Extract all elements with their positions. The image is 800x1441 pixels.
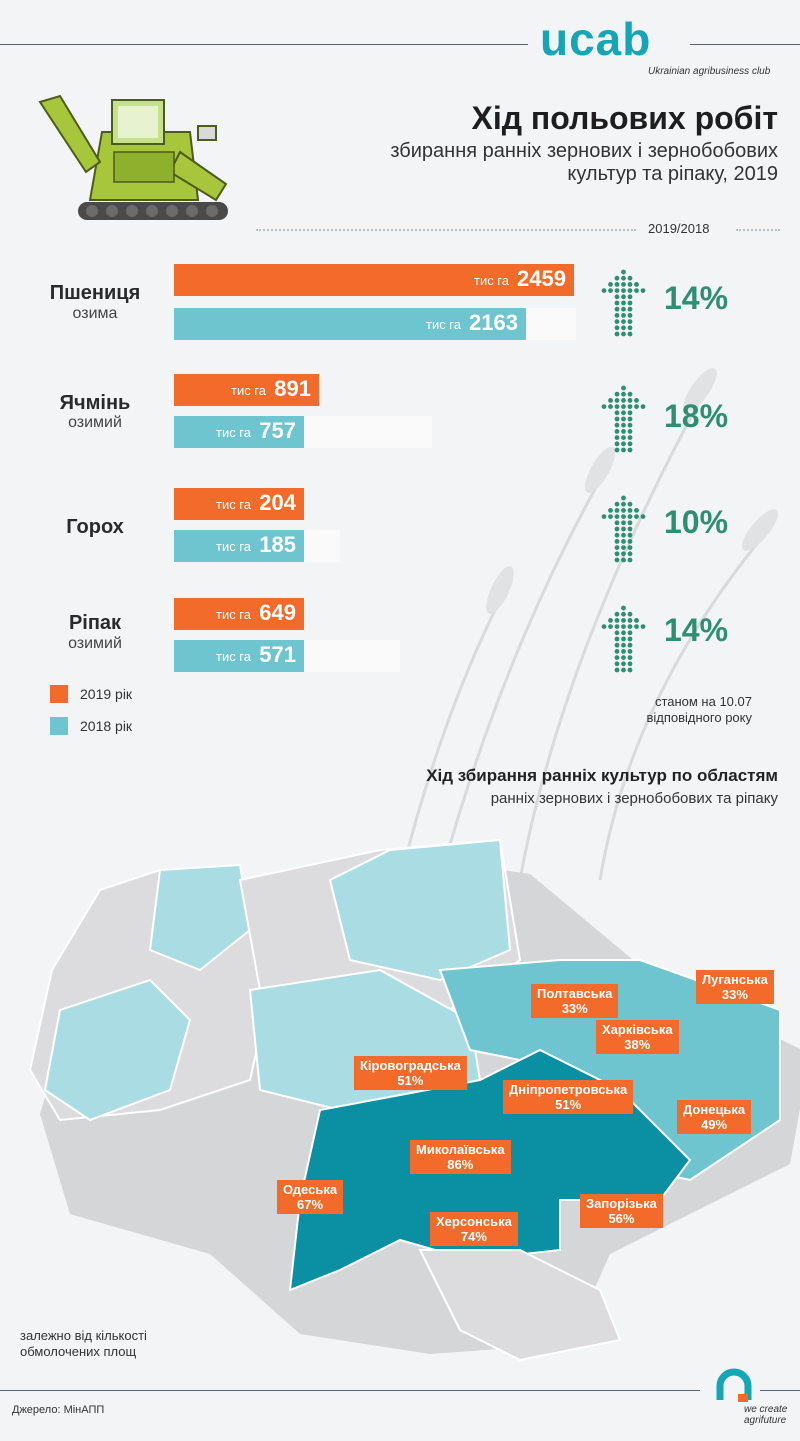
page-subtitle: збирання ранніх зернових і зернобобових … <box>390 140 778 185</box>
crop-sub-wheat: озима <box>72 305 118 322</box>
region-badge-kharkiv: Харківська 38% <box>596 1020 679 1054</box>
bar-unit: тис га <box>473 273 509 288</box>
comparison-label: 2019/2018 <box>648 221 710 236</box>
bar-unit: тис га <box>215 497 251 512</box>
bar-value: 571 <box>259 642 296 667</box>
header-rule-right <box>690 44 800 45</box>
bar-2018-wheat: тис га 2163 <box>174 308 526 340</box>
bar-value: 757 <box>259 418 296 443</box>
bar-2019-rapeseed: тис га 649 <box>174 598 304 630</box>
map-legend-note: залежно від кількості обмолочених площ <box>20 1328 147 1359</box>
crop-sub-barley: озимий <box>68 414 122 431</box>
region-west-light <box>43 978 192 1122</box>
change-pct-peas: 10% <box>664 504 729 540</box>
up-arrow-icon-wheat <box>601 269 646 337</box>
region-badge-poltava: Полтавська 33% <box>531 984 619 1018</box>
bar-unit: тис га <box>215 607 251 622</box>
bar-unit: тис га <box>215 539 251 554</box>
legend-swatch-2019 <box>50 685 68 703</box>
region-north-west <box>148 863 252 972</box>
legend-swatch-2018 <box>50 717 68 735</box>
map-title: Хід збирання ранніх культур по областям <box>426 766 778 785</box>
change-pct-wheat: 14% <box>664 280 729 316</box>
map-subtitle: ранніх зернових і зернобобових та ріпаку <box>490 790 778 807</box>
source-note: Джерело: МінАПП <box>12 1404 105 1416</box>
footer-rule-left <box>0 1390 700 1391</box>
header-dotted-rule-right <box>736 229 780 231</box>
region-badge-kherson: Херсонська 74% <box>430 1212 518 1246</box>
bar-2018-barley: тис га 757 <box>174 416 304 448</box>
bar-value: 204 <box>259 490 296 515</box>
footer-rule-right <box>760 1390 800 1391</box>
region-badge-odesa: Одеська 67% <box>277 1180 344 1214</box>
bar-unit: тис га <box>230 383 266 398</box>
brand-slogan: we create agrifuture <box>744 1404 788 1426</box>
bar-value: 2459 <box>517 266 566 291</box>
crop-name-wheat: Пшениця <box>49 282 141 304</box>
header-dotted-rule <box>256 229 636 231</box>
up-arrow-icon-peas <box>601 495 646 563</box>
brand-mark-icon <box>716 1368 752 1402</box>
bar-unit: тис га <box>425 317 461 332</box>
bar-value: 2163 <box>469 310 518 335</box>
header-rule-left <box>0 44 528 45</box>
bar-value: 649 <box>259 600 296 625</box>
legend-label-2018: 2018 рік <box>80 718 133 734</box>
region-crimea <box>418 1249 622 1362</box>
up-arrow-icon-barley <box>601 385 646 453</box>
region-badge-dnipro: Дніпропетровська 51% <box>503 1080 634 1114</box>
crop-name-peas: Горох <box>66 516 124 538</box>
region-north-light <box>328 838 512 982</box>
page-title: Хід польових робіт <box>471 100 778 136</box>
bar-value: 185 <box>259 532 296 557</box>
change-pct-rapeseed: 14% <box>664 612 729 648</box>
up-arrow-icon-rapeseed <box>601 605 646 673</box>
region-badge-zaporizhzhia: Запорізька 56% <box>580 1194 663 1228</box>
bar-2018-rapeseed: тис га 571 <box>174 640 304 672</box>
wheat-decoration <box>398 368 779 880</box>
brand-logo: ucab <box>540 13 652 65</box>
bar-unit: тис га <box>215 649 251 664</box>
region-badge-donetsk: Донецька 49% <box>677 1100 752 1134</box>
crop-name-barley: Ячмінь <box>59 392 131 414</box>
region-badge-mykolaiv: Миколаївська 86% <box>410 1140 511 1174</box>
crop-name-rapeseed: Ріпак <box>68 612 122 634</box>
bar-unit: тис га <box>215 425 251 440</box>
change-pct-barley: 18% <box>664 398 729 434</box>
crop-sub-rapeseed: озимий <box>68 635 122 652</box>
brand-tagline: Ukrainian agribusiness club <box>648 66 771 77</box>
bar-2019-wheat: тис га 2459 <box>174 264 574 296</box>
date-note: станом на 10.07 відповідного року <box>646 694 752 725</box>
bar-2019-barley: тис га 891 <box>174 374 319 406</box>
legend-label-2019: 2019 рік <box>80 686 133 702</box>
region-badge-luhansk: Луганська 33% <box>696 970 774 1004</box>
bar-value: 891 <box>274 376 311 401</box>
region-badge-kirovohrad: Кіровоградська 51% <box>354 1056 467 1090</box>
bar-2018-peas: тис га 185 <box>174 530 304 562</box>
harvester-illustration <box>38 94 228 220</box>
bar-2019-peas: тис га 204 <box>174 488 304 520</box>
